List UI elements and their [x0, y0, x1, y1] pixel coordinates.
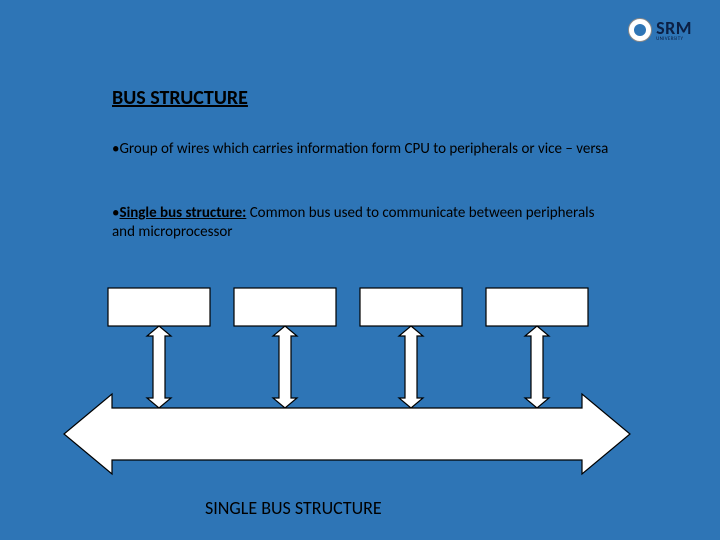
peripheral-box	[108, 288, 210, 326]
connector-arrow	[399, 326, 423, 408]
connector-arrow	[525, 326, 549, 408]
peripheral-box	[234, 288, 336, 326]
connector-arrow	[147, 326, 171, 408]
bus-arrow	[64, 394, 630, 474]
vertical-connectors	[147, 326, 549, 408]
bus-diagram	[0, 0, 720, 540]
peripheral-boxes	[108, 288, 588, 326]
connector-arrow	[273, 326, 297, 408]
bus-double-arrow	[64, 394, 630, 474]
peripheral-box	[486, 288, 588, 326]
peripheral-box	[360, 288, 462, 326]
